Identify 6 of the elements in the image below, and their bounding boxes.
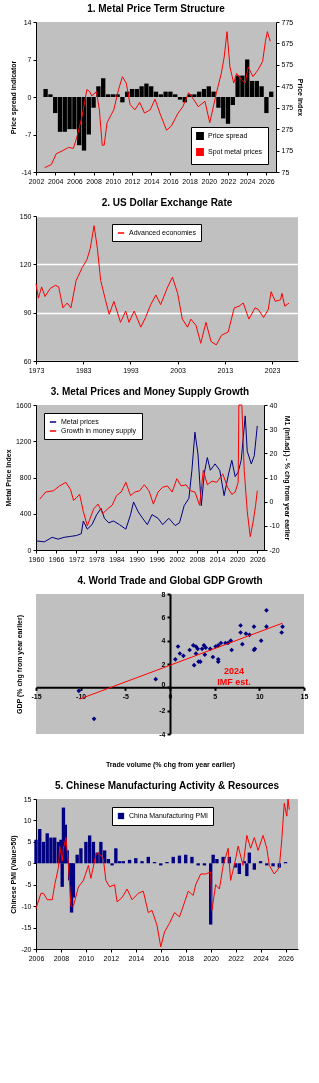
- chart-title: 5. Chinese Manufacturing Activity & Resources: [54, 780, 280, 791]
- annotation: 2024 IMF est.: [217, 665, 251, 687]
- chart-title: 3. Metal Prices and Money Supply Growth: [50, 386, 250, 397]
- chart-title: 4. World Trade and Global GDP Growth: [77, 575, 263, 586]
- chart-title: 2. US Dollar Exchange Rate: [101, 197, 233, 208]
- chart-title: 1. Metal Price Term Structure: [87, 3, 226, 14]
